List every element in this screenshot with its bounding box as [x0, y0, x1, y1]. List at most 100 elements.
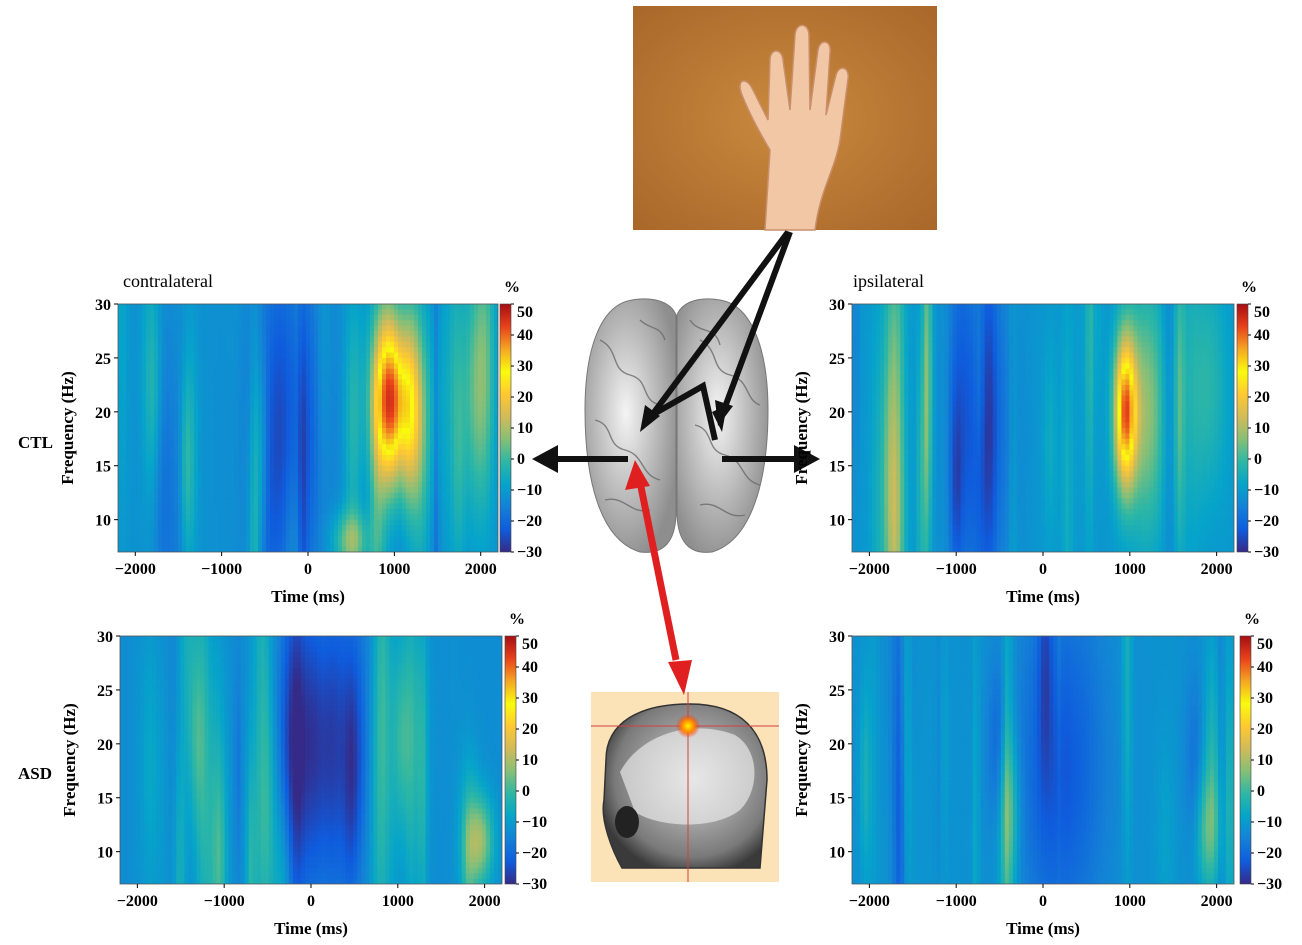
heatmap-cell: [298, 320, 303, 327]
heatmap-cell: [438, 438, 443, 445]
heatmap-cell: [346, 530, 351, 537]
heatmap-cell: [884, 514, 889, 521]
heatmap-cell: [142, 535, 147, 542]
heatmap-cell: [170, 304, 175, 310]
heatmap-cell: [338, 320, 343, 327]
heatmap-cell: [330, 530, 335, 537]
heatmap-cell: [118, 422, 123, 429]
heatmap-cell: [270, 438, 275, 445]
heatmap-cell: [402, 395, 407, 402]
heatmap-cell: [868, 487, 873, 494]
heatmap-cell: [470, 438, 475, 445]
heatmap-cell: [210, 411, 215, 418]
heatmap-cell: [170, 363, 175, 370]
heatmap-cell: [876, 492, 881, 499]
heatmap-cell: [130, 368, 135, 375]
heatmap-cell: [286, 352, 291, 359]
heatmap-cell: [458, 304, 463, 310]
heatmap-cell: [166, 341, 171, 348]
heatmap-cell: [880, 487, 885, 494]
heatmap-cell: [126, 508, 131, 515]
heatmap-cell: [398, 384, 403, 391]
heatmap-cell: [454, 525, 459, 532]
heatmap-cell: [150, 471, 155, 478]
heatmap-cell: [350, 503, 355, 510]
heatmap-cell: [366, 330, 371, 337]
heatmap-cell: [354, 535, 359, 542]
heatmap-cell: [154, 390, 159, 397]
heatmap-cell: [186, 535, 191, 542]
heatmap-cell: [872, 304, 877, 310]
heatmap-cell: [230, 401, 235, 408]
heatmap-cell: [438, 519, 443, 526]
heatmap-cell: [462, 352, 467, 359]
heatmap-cell: [262, 395, 267, 402]
heatmap-cell: [370, 417, 375, 424]
heatmap-cell: [290, 508, 295, 515]
heatmap-cell: [330, 487, 335, 494]
heatmap-cell: [896, 395, 901, 402]
heatmap-cell: [174, 449, 179, 456]
heatmap-cell: [182, 444, 187, 451]
heatmap-cell: [258, 336, 263, 343]
heatmap-cell: [262, 481, 267, 488]
heatmap-cell: [880, 368, 885, 375]
heatmap-cell: [494, 508, 498, 515]
heatmap-cell: [290, 357, 295, 364]
heatmap-cell: [346, 498, 351, 505]
heatmap-cell: [226, 471, 231, 478]
heatmap-cell: [206, 417, 211, 424]
heatmap-cell: [202, 465, 207, 472]
heatmap-cell: [130, 330, 135, 337]
heatmap-cell: [154, 368, 159, 375]
heatmap-cell: [374, 487, 379, 494]
heatmap-cell: [354, 368, 359, 375]
heatmap-cell: [402, 330, 407, 337]
heatmap-cell: [422, 541, 427, 548]
heatmap-cell: [338, 352, 343, 359]
heatmap-cell: [474, 363, 479, 370]
heatmap-cell: [142, 514, 147, 521]
heatmap-cell: [178, 525, 183, 532]
heatmap-cell: [266, 347, 271, 354]
heatmap-cell: [282, 411, 287, 418]
heatmap-cell: [462, 454, 467, 461]
heatmap-cell: [122, 336, 127, 343]
heatmap-cell: [158, 330, 163, 337]
heatmap-cell: [896, 465, 901, 472]
heatmap-cell: [210, 347, 215, 354]
heatmap-cell: [338, 411, 343, 418]
heatmap-cell: [398, 465, 403, 472]
heatmap-cell: [442, 492, 447, 499]
heatmap-cell: [434, 519, 439, 526]
heatmap-cell: [306, 438, 311, 445]
heatmap-cell: [286, 336, 291, 343]
heatmap-cell: [178, 541, 183, 548]
heatmap-cell: [852, 525, 857, 532]
heatmap-cell: [314, 481, 319, 488]
heatmap-cell: [226, 368, 231, 375]
heatmap-cell: [142, 341, 147, 348]
x-tick-label: 2000: [465, 561, 497, 578]
heatmap-cell: [454, 330, 459, 337]
heatmap-cell: [326, 304, 331, 310]
heatmap-cell: [174, 406, 179, 413]
heatmap-cell: [342, 481, 347, 488]
heatmap-cell: [194, 519, 199, 526]
heatmap-cell: [478, 374, 483, 381]
heatmap-cell: [190, 449, 195, 456]
heatmap-cell: [302, 487, 307, 494]
heatmap-cell: [138, 325, 143, 332]
heatmap-cell: [446, 530, 451, 537]
heatmap-cell: [896, 454, 901, 461]
heatmap-cell: [318, 363, 323, 370]
heatmap-cell: [214, 444, 219, 451]
heatmap-cell: [226, 492, 231, 499]
heatmap-cell: [254, 395, 259, 402]
heatmap-cell: [266, 411, 271, 418]
heatmap-cell: [290, 309, 295, 316]
heatmap-cell: [314, 525, 319, 532]
heatmap-cell: [130, 498, 135, 505]
heatmap-cell: [218, 341, 223, 348]
heatmap-cell: [398, 535, 403, 542]
